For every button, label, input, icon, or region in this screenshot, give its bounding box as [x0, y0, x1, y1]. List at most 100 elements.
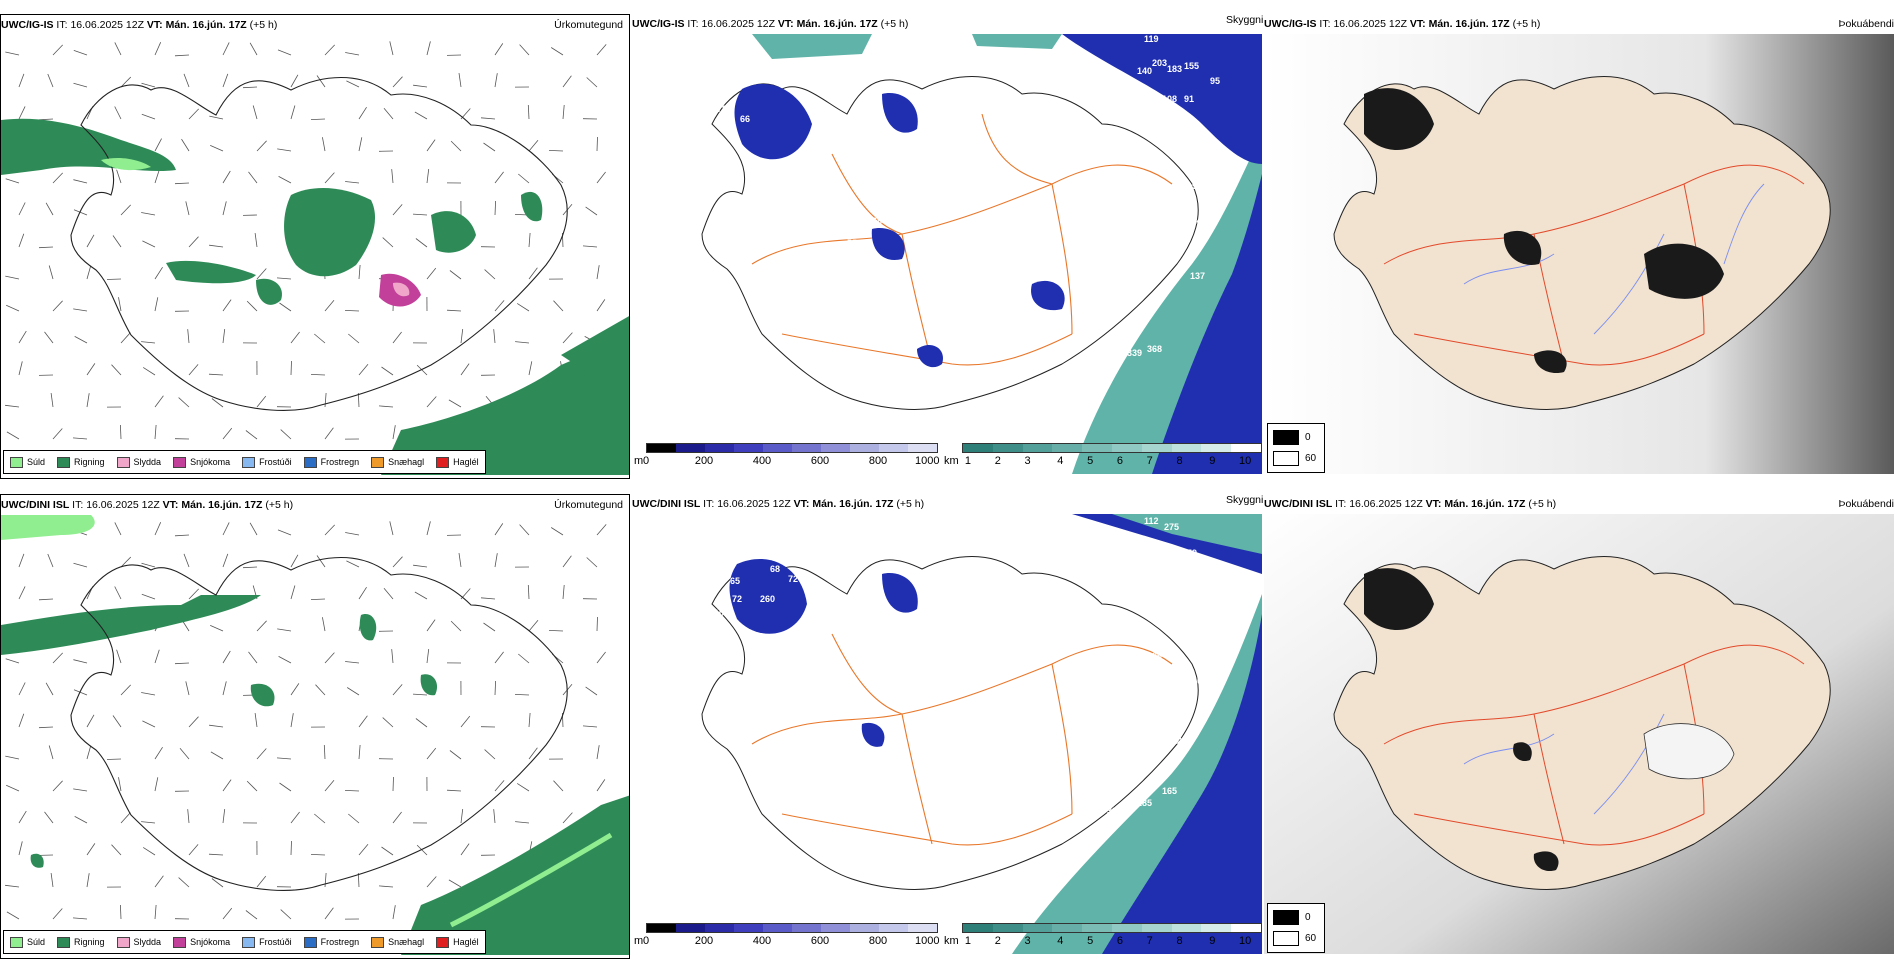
- wind-barb: [155, 905, 156, 919]
- visibility-label: 101: [1162, 608, 1177, 618]
- wind-barb: [393, 812, 402, 823]
- visibility-label: 76: [710, 71, 720, 81]
- wind-barb: [49, 266, 53, 280]
- wind-barb: [528, 585, 529, 599]
- visibility-label: 95: [1210, 76, 1220, 86]
- scale-tick: 8: [1176, 935, 1182, 947]
- elevation-scale: m 0 200 400 600 800 1000: [634, 923, 934, 955]
- precip-map: [1, 35, 630, 475]
- wind-barb: [597, 265, 599, 279]
- wind-barb: [243, 87, 257, 88]
- scale-tick: 7: [1147, 935, 1153, 947]
- wind-barb: [255, 713, 257, 727]
- wind-barb: [73, 789, 87, 791]
- wind-barb: [75, 816, 87, 823]
- wind-barb: [325, 653, 334, 663]
- wind-barb: [359, 265, 360, 279]
- panel-header: UWC/IG-IS IT: 16.06.2025 12Z VT: Mán. 16…: [1264, 16, 1896, 32]
- wind-barb: [417, 365, 427, 375]
- wind-barb: [461, 809, 463, 823]
- wind-barb: [461, 716, 470, 727]
- precip-type-legend: Súld Rigning Slydda Snjókoma Frostúði Fr…: [3, 930, 486, 954]
- legend-swatch: [436, 457, 449, 468]
- wind-barb: [427, 397, 436, 408]
- legend-label: Snæhagl: [388, 457, 424, 467]
- wind-barb: [257, 876, 266, 887]
- visibility-label: 155: [1184, 61, 1199, 71]
- wind-barb: [359, 364, 368, 375]
- wind-barb: [121, 813, 130, 823]
- it-label: IT:: [56, 19, 67, 31]
- wind-barb: [223, 42, 229, 55]
- legend-swatch: [371, 457, 384, 468]
- visibility-label: 99: [1180, 121, 1190, 131]
- wind-barb: [223, 74, 228, 87]
- wind-barb: [73, 309, 87, 311]
- lead-time: (+5 h): [1528, 498, 1556, 510]
- wind-barb: [427, 521, 430, 535]
- wind-barb: [520, 525, 529, 535]
- wind-barb: [223, 300, 231, 311]
- wind-barb: [73, 660, 87, 663]
- wind-barb: [189, 364, 198, 375]
- wind-barb: [46, 203, 53, 215]
- visibility-label: 86: [1188, 616, 1198, 626]
- visibility-panel-top: UWC/IG-IS IT: 16.06.2025 12Z VT: Mán. 16…: [632, 14, 1262, 479]
- wind-barb: [247, 301, 257, 311]
- wind-barb: [392, 649, 393, 663]
- visibility-label: 285: [1137, 798, 1152, 808]
- scale-tick: 4: [1057, 455, 1063, 467]
- wind-barb: [175, 663, 189, 664]
- visibility-label: 260: [760, 594, 775, 604]
- wind-barb: [107, 279, 121, 280]
- visibility-label: 114: [1187, 216, 1202, 226]
- wind-barb: [450, 751, 461, 760]
- wind-barb: [115, 107, 121, 120]
- wind-barb: [53, 653, 63, 663]
- panel-header: UWC/IG-IS IT: 16.06.2025 12Z VT: Mán. 16…: [1, 17, 625, 33]
- wind-barb: [291, 683, 299, 695]
- wind-barb: [87, 746, 91, 760]
- legend-label: Snjókoma: [190, 937, 230, 947]
- scale-tick: 5: [1087, 455, 1093, 467]
- wind-barb: [257, 749, 266, 760]
- fog-map: [1264, 514, 1894, 954]
- wind-barb: [121, 685, 131, 695]
- wind-barb: [291, 841, 292, 855]
- wind-barb: [382, 847, 394, 855]
- panel-title: Úrkomutegund: [554, 17, 623, 33]
- visibility-label: 91: [1184, 94, 1194, 104]
- legend-label: 60: [1305, 933, 1316, 944]
- wind-barb: [19, 74, 24, 87]
- scale-tick: 10: [1239, 455, 1251, 467]
- scale-tick: 6: [1117, 455, 1123, 467]
- legend-swatch: [1273, 430, 1299, 445]
- wind-barb: [495, 201, 496, 215]
- init-time: 16.06.2025 12Z: [717, 498, 791, 510]
- wind-barb: [19, 811, 26, 823]
- wind-barb: [529, 620, 538, 631]
- wind-barb: [75, 336, 87, 343]
- visibility-label: 108: [1162, 94, 1177, 104]
- wind-barb: [155, 139, 162, 151]
- legend-label: Snæhagl: [388, 937, 424, 947]
- wind-barb: [223, 681, 226, 695]
- legend-swatch: [242, 457, 255, 468]
- wind-barb: [189, 237, 199, 247]
- vt-label: VT:: [147, 19, 163, 31]
- model-name: UWC/DINI ISL: [632, 498, 700, 510]
- wind-barb: [518, 174, 529, 183]
- wind-barb: [186, 201, 189, 215]
- wind-barb: [322, 617, 325, 631]
- legend-swatch: [1273, 910, 1299, 925]
- wind-barb: [291, 361, 292, 375]
- visibility-label: 50: [927, 326, 937, 336]
- wind-barb: [317, 556, 325, 568]
- wind-barb: [188, 329, 189, 343]
- visibility-label: 78: [1192, 631, 1202, 641]
- wind-barb: [563, 556, 571, 567]
- visibility-label: 204: [1162, 564, 1177, 574]
- wind-barb: [392, 169, 393, 183]
- wind-barb: [143, 367, 155, 375]
- visibility-label: 65: [730, 576, 740, 586]
